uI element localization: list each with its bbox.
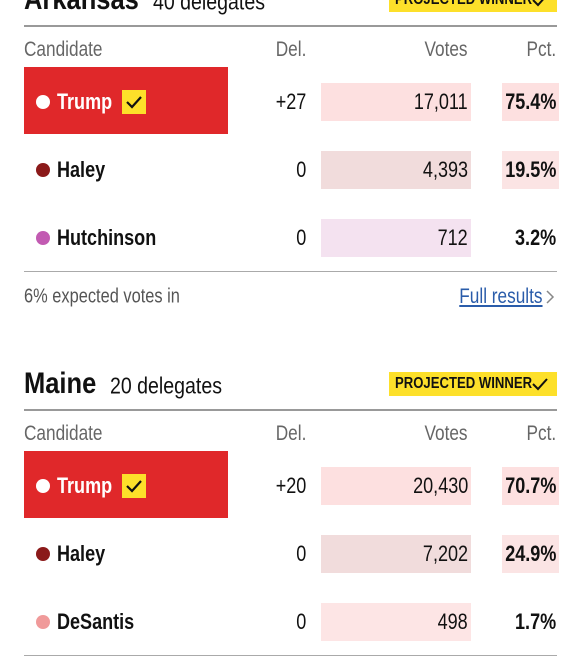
percent: 1.7% [514,609,556,634]
votes-bg [321,83,471,121]
percent: 75.4% [504,89,556,114]
column-header: Votes [424,38,468,61]
candidate-name: Hutchinson [57,225,157,250]
percent: 19.5% [504,157,556,182]
winner-badge: PROJECTED WINNER [389,0,557,12]
votes-bg [321,151,471,189]
badge-text: PROJECTED WINNER [395,375,533,392]
delegates: 20 delegates [110,372,223,399]
column-header: Candidate [24,422,103,445]
delegates-won: +20 [275,473,306,498]
votes-bg [321,467,471,505]
column-header: Pct. [526,38,556,61]
votes: 498 [437,609,468,634]
divider [24,25,557,27]
candidate-dot [36,547,50,561]
candidate-dot [36,479,50,493]
percent: 24.9% [504,541,556,566]
votes: 7,202 [422,541,468,566]
percent: 70.7% [504,473,556,498]
percent-bg [501,467,559,505]
divider [24,654,557,656]
column-header: Pct. [526,422,556,445]
votes: 712 [437,225,468,250]
candidate-name: Haley [57,157,106,182]
delegates: 40 delegates [152,0,265,15]
percent-bg [501,151,559,189]
column-header: Votes [424,422,468,445]
delegates-won: +27 [275,89,306,114]
state-name: Maine [24,367,97,400]
candidate-name: Haley [57,541,106,566]
candidate-dot [36,615,50,629]
votes: 20,430 [412,473,468,498]
expected-votes: 6% expected votes in [24,285,180,308]
candidate-dot [36,95,50,109]
badge-text: PROJECTED WINNER [395,0,532,9]
percent: 3.2% [514,225,556,250]
delegates-won: 0 [295,541,306,566]
candidate-dot [36,163,50,177]
votes: 4,393 [422,157,468,182]
winner-check [122,90,147,114]
candidate-name: Trump [57,89,113,114]
winner-badge: PROJECTED WINNER [389,372,557,396]
votes-bg [321,535,471,573]
candidate-name: Trump [57,473,113,498]
full-results-link[interactable]: Full results [459,285,543,308]
votes: 17,011 [414,89,468,114]
delegates-won: 0 [295,225,306,250]
column-header: Del. [275,38,306,61]
delegates-won: 0 [295,609,306,634]
votes-bg [321,219,471,257]
delegates-won: 0 [295,157,306,182]
state-name: Arkansas [24,0,139,17]
badge-check [529,375,551,398]
divider [24,409,557,411]
percent-bg [501,535,559,573]
chevron [545,289,555,310]
votes-bg [321,603,471,641]
candidate-name: DeSantis [57,609,135,634]
percent-bg [501,83,559,121]
candidate-dot [36,231,50,245]
divider [24,270,557,272]
badge-check [529,0,551,14]
column-header: Candidate [24,38,103,61]
column-header: Del. [275,422,306,445]
winner-check [122,474,147,498]
